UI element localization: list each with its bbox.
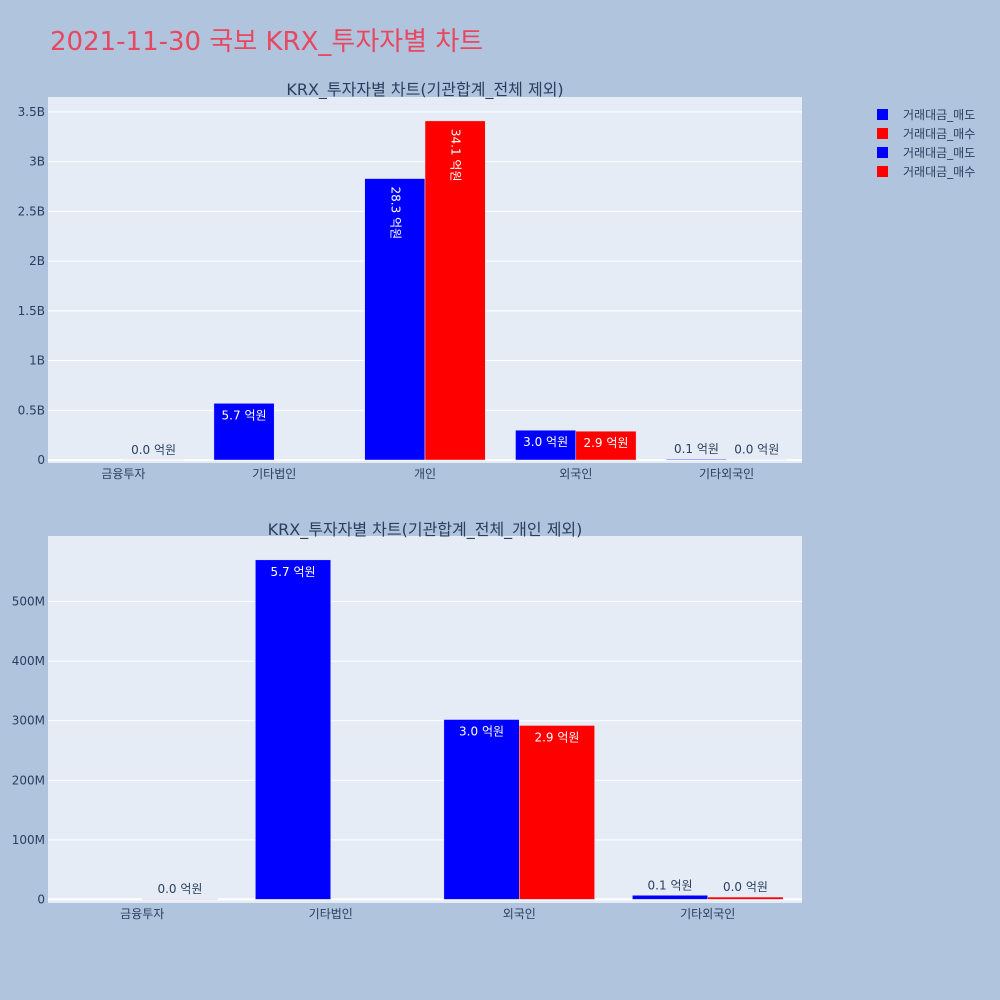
bar[interactable] <box>364 178 426 461</box>
x-tick-label: 외국인 <box>503 907 536 921</box>
bar-value-label: 5.7 억원 <box>222 408 267 422</box>
x-tick-label: 기타법인 <box>252 467 296 481</box>
bar-value-label: 0.0 억원 <box>131 443 176 457</box>
bar[interactable] <box>213 403 275 461</box>
y-tick-label: 0 <box>37 892 45 906</box>
bar-value-label: 0.1 억원 <box>648 878 693 892</box>
bar-value-label: 3.0 억원 <box>523 435 568 449</box>
legend-label[interactable]: 거래대금_매수 <box>903 127 975 141</box>
bar[interactable] <box>515 429 577 461</box>
legend-swatch[interactable] <box>877 166 888 177</box>
bar[interactable] <box>424 120 486 461</box>
legend-label[interactable]: 거래대금_매도 <box>903 146 975 160</box>
y-tick-label: 300M <box>12 714 45 728</box>
bar[interactable] <box>707 896 784 900</box>
bar-value-label: 2.9 억원 <box>583 436 628 450</box>
y-tick-label: 400M <box>12 654 45 668</box>
bar[interactable] <box>632 895 708 900</box>
bar-value-label: 28.3 억원 <box>388 187 402 240</box>
y-tick-label: 2.5B <box>18 204 45 218</box>
bar[interactable] <box>519 725 595 900</box>
bar[interactable] <box>575 430 637 461</box>
plot-area <box>48 536 802 903</box>
y-tick-label: 1B <box>29 354 45 368</box>
y-tick-label: 2B <box>29 254 45 268</box>
bar-value-label: 3.0 억원 <box>459 725 504 739</box>
y-tick-label: 3B <box>29 155 45 169</box>
legend-label[interactable]: 거래대금_매수 <box>903 165 975 179</box>
x-tick-label: 기타외국인 <box>680 907 735 921</box>
y-tick-label: 0 <box>37 453 45 467</box>
y-tick-label: 200M <box>12 773 45 787</box>
y-tick-label: 3.5B <box>18 105 45 119</box>
bar-value-label: 5.7 억원 <box>271 565 316 579</box>
bar-value-label: 34.1 억원 <box>449 129 463 182</box>
bar-value-label: 2.9 억원 <box>534 730 579 744</box>
bar[interactable] <box>142 898 218 900</box>
bar-value-label: 0.0 억원 <box>734 443 779 457</box>
x-tick-label: 기타외국인 <box>699 467 754 481</box>
chart-title: KRX_투자자별 차트(기관합계_전체 제외) <box>286 80 563 100</box>
legend-label[interactable]: 거래대금_매도 <box>903 108 975 122</box>
y-tick-label: 1.5B <box>18 304 45 318</box>
bar-value-label: 0.0 억원 <box>723 880 768 894</box>
bar[interactable] <box>443 719 520 900</box>
legend-swatch[interactable] <box>877 147 888 158</box>
page-title: 2021-11-30 국보 KRX_투자자별 차트 <box>50 27 483 57</box>
x-tick-label: 개인 <box>414 467 436 481</box>
y-tick-label: 100M <box>12 833 45 847</box>
x-tick-label: 기타법인 <box>309 907 353 921</box>
x-tick-label: 금융투자 <box>120 907 164 921</box>
bar[interactable] <box>666 458 727 461</box>
x-tick-label: 금융투자 <box>101 467 145 481</box>
x-tick-label: 외국인 <box>559 467 592 481</box>
chart-title: KRX_투자자별 차트(기관합계_전체_개인 제외) <box>268 520 583 540</box>
bar-value-label: 0.1 억원 <box>674 442 719 456</box>
y-tick-label: 0.5B <box>18 403 45 417</box>
bar[interactable] <box>255 559 332 900</box>
bar-value-label: 0.0 억원 <box>157 882 202 896</box>
legend-swatch[interactable] <box>877 109 888 120</box>
y-tick-label: 500M <box>12 595 45 609</box>
legend-swatch[interactable] <box>877 128 888 139</box>
